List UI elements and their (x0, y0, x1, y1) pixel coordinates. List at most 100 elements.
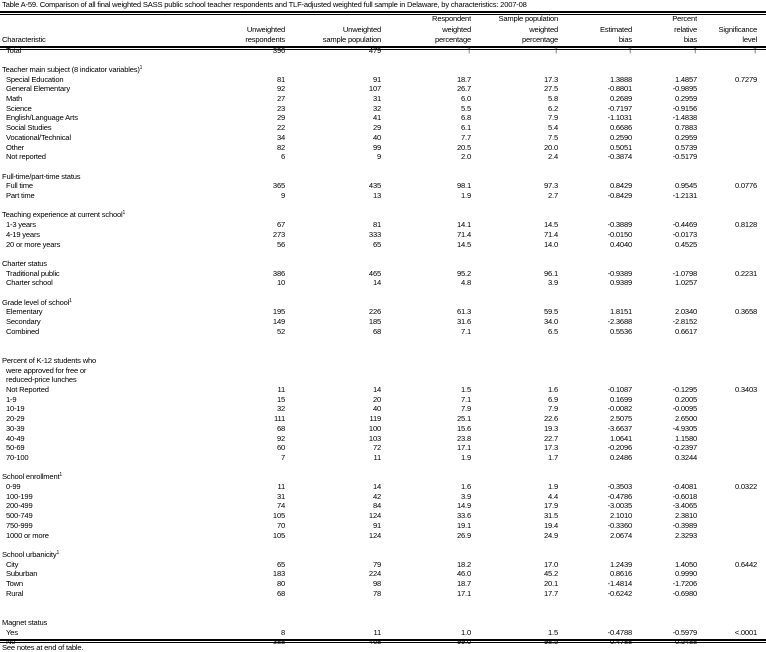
cell-value: 72 (372, 443, 381, 453)
cell-value: 31.6 (457, 317, 471, 327)
cell-value: 11 (373, 627, 381, 637)
cell-value: 0.1699 (609, 394, 632, 404)
cell-value (697, 501, 757, 511)
cell-value (697, 94, 757, 104)
cell-value: 0.0322 (734, 482, 757, 492)
cell-value: 388 (272, 637, 285, 647)
cell-value: 59.5 (544, 307, 558, 317)
cell-value: 5.5 (461, 103, 471, 113)
table-row: English/Language Arts 29 41 6.8 7.9 -1.1031 -1… (0, 113, 757, 123)
cell-value (697, 414, 757, 424)
section-header-row: School enrollment1 (0, 472, 757, 482)
cell-value: 8 (280, 627, 285, 637)
cell-value: 17.1 (457, 588, 471, 598)
cell-value: 84 (372, 501, 381, 511)
cell-value: 1.2439 (609, 559, 632, 569)
cell-value: 19.4 (544, 520, 558, 530)
table-row: Part time 9 13 1.9 2.7 -0.8429 -1.2131 (0, 191, 757, 201)
cell-value: -2.8152 (672, 317, 697, 327)
table-row: 20-29 111 119 25.1 22.6 2.5075 2.6500 (0, 414, 757, 424)
section-header: Charter status (0, 259, 757, 269)
spacer-row (0, 463, 757, 473)
column-header-line (2, 14, 200, 25)
cell-value: 0.5739 (674, 142, 697, 152)
cell-value: 3.9 (461, 491, 471, 501)
cell-value: 224 (368, 569, 381, 579)
cell-value: 465 (368, 268, 381, 278)
cell-value: 435 (368, 181, 381, 191)
cell-value: 27 (276, 94, 285, 103)
section-header: were approved for free or (0, 366, 757, 376)
table-row: Social Studies 22 29 6.1 5.4 0.6686 0.7883 (0, 123, 757, 133)
column-header-line (285, 14, 381, 25)
section-header-row: Full-time/part-time status (0, 172, 757, 182)
cell-value: -0.1295 (672, 385, 697, 394)
table-row: 40-49 92 103 23.8 22.7 1.0641 1.1580 (0, 434, 757, 444)
column-header-line: bias (618, 35, 632, 44)
cell-value: 1.0641 (609, 433, 632, 443)
cell-value: 22 (276, 123, 285, 133)
row-label: City (6, 559, 19, 569)
table-title: Table A-59. Comparison of all final weig… (2, 0, 527, 9)
column-header-line: percentage (435, 35, 471, 44)
cell-value: 71.4 (457, 229, 471, 239)
table-row: 100-199 31 42 3.9 4.4 -0.4786 -0.6018 (0, 492, 757, 502)
cell-value: -0.2397 (672, 443, 697, 453)
cell-value: -3.0035 (607, 501, 632, 511)
cell-value: 7.9 (461, 404, 471, 414)
cell-value: -0.4081 (672, 482, 697, 492)
cell-value: 45.2 (544, 569, 558, 579)
column-header: Characteristic (0, 14, 200, 46)
column-header-line (697, 14, 757, 25)
cell-value: 7.1 (461, 326, 471, 336)
cell-value: 81 (372, 220, 381, 230)
row-label: 1000 or more (6, 530, 49, 540)
cell-value: -0.3360 (607, 520, 632, 530)
column-header: Percent relative bias (632, 14, 697, 46)
cell-value: 0.2959 (674, 132, 697, 142)
row-label: Rural (6, 588, 24, 598)
cell-value: 1.9 (548, 482, 558, 492)
cell-value: 13 (372, 191, 381, 201)
cell-value: 1.5 (548, 627, 558, 637)
table-row: Suburban 183 224 46.0 45.2 0.8616 0.9990 (0, 569, 757, 579)
row-label: Special Education (6, 74, 64, 84)
cell-value: 14.0 (544, 239, 558, 249)
cell-value: 11 (277, 482, 285, 492)
table-row: 0-99 11 14 1.6 1.9 -0.3503 -0.4081 0.0322 (0, 482, 757, 492)
cell-value: 6.8 (461, 113, 471, 123)
section-header-row: were approved for free or (0, 366, 757, 376)
cell-value: -1.1031 (607, 113, 632, 123)
section-title: reduced-price lunches (6, 375, 77, 385)
cell-value: 1.4050 (674, 559, 697, 569)
row-label: Full time (6, 181, 33, 191)
cell-value: 7.7 (461, 132, 471, 142)
cell-value: 92 (276, 84, 285, 94)
row-label: Other (6, 142, 24, 152)
cell-value: † (627, 45, 632, 55)
cell-value: 17.1 (457, 443, 471, 453)
cell-value: 0.6442 (734, 559, 757, 569)
column-header-line: Significance (718, 24, 757, 34)
cell-value (697, 531, 757, 541)
table-row: Full time 365 435 98.1 97.3 0.8429 0.9545 0.077… (0, 181, 757, 191)
cell-value: 15 (276, 394, 285, 404)
column-header-line: Estimated (600, 24, 632, 34)
cell-value: 34.0 (544, 317, 558, 327)
cell-value (697, 240, 757, 250)
column-header: Unweighted respondents (200, 14, 285, 46)
cell-value: 2.0340 (674, 307, 697, 317)
cell-value: 0.4040 (609, 239, 632, 249)
section-header: School urbanicity1 (0, 550, 757, 560)
cell-value: 6.1 (461, 123, 471, 133)
cell-value: 31.5 (544, 511, 558, 521)
column-header: Estimated bias (558, 14, 632, 46)
cell-value: 0.4525 (674, 239, 697, 249)
cell-value: 124 (368, 530, 381, 540)
cell-value (697, 113, 757, 123)
row-label: General Elementary (6, 84, 70, 94)
cell-value: 26.9 (457, 530, 471, 540)
cell-value (697, 84, 757, 94)
row-label: Combined (6, 326, 40, 336)
cell-value: 91 (372, 520, 381, 530)
